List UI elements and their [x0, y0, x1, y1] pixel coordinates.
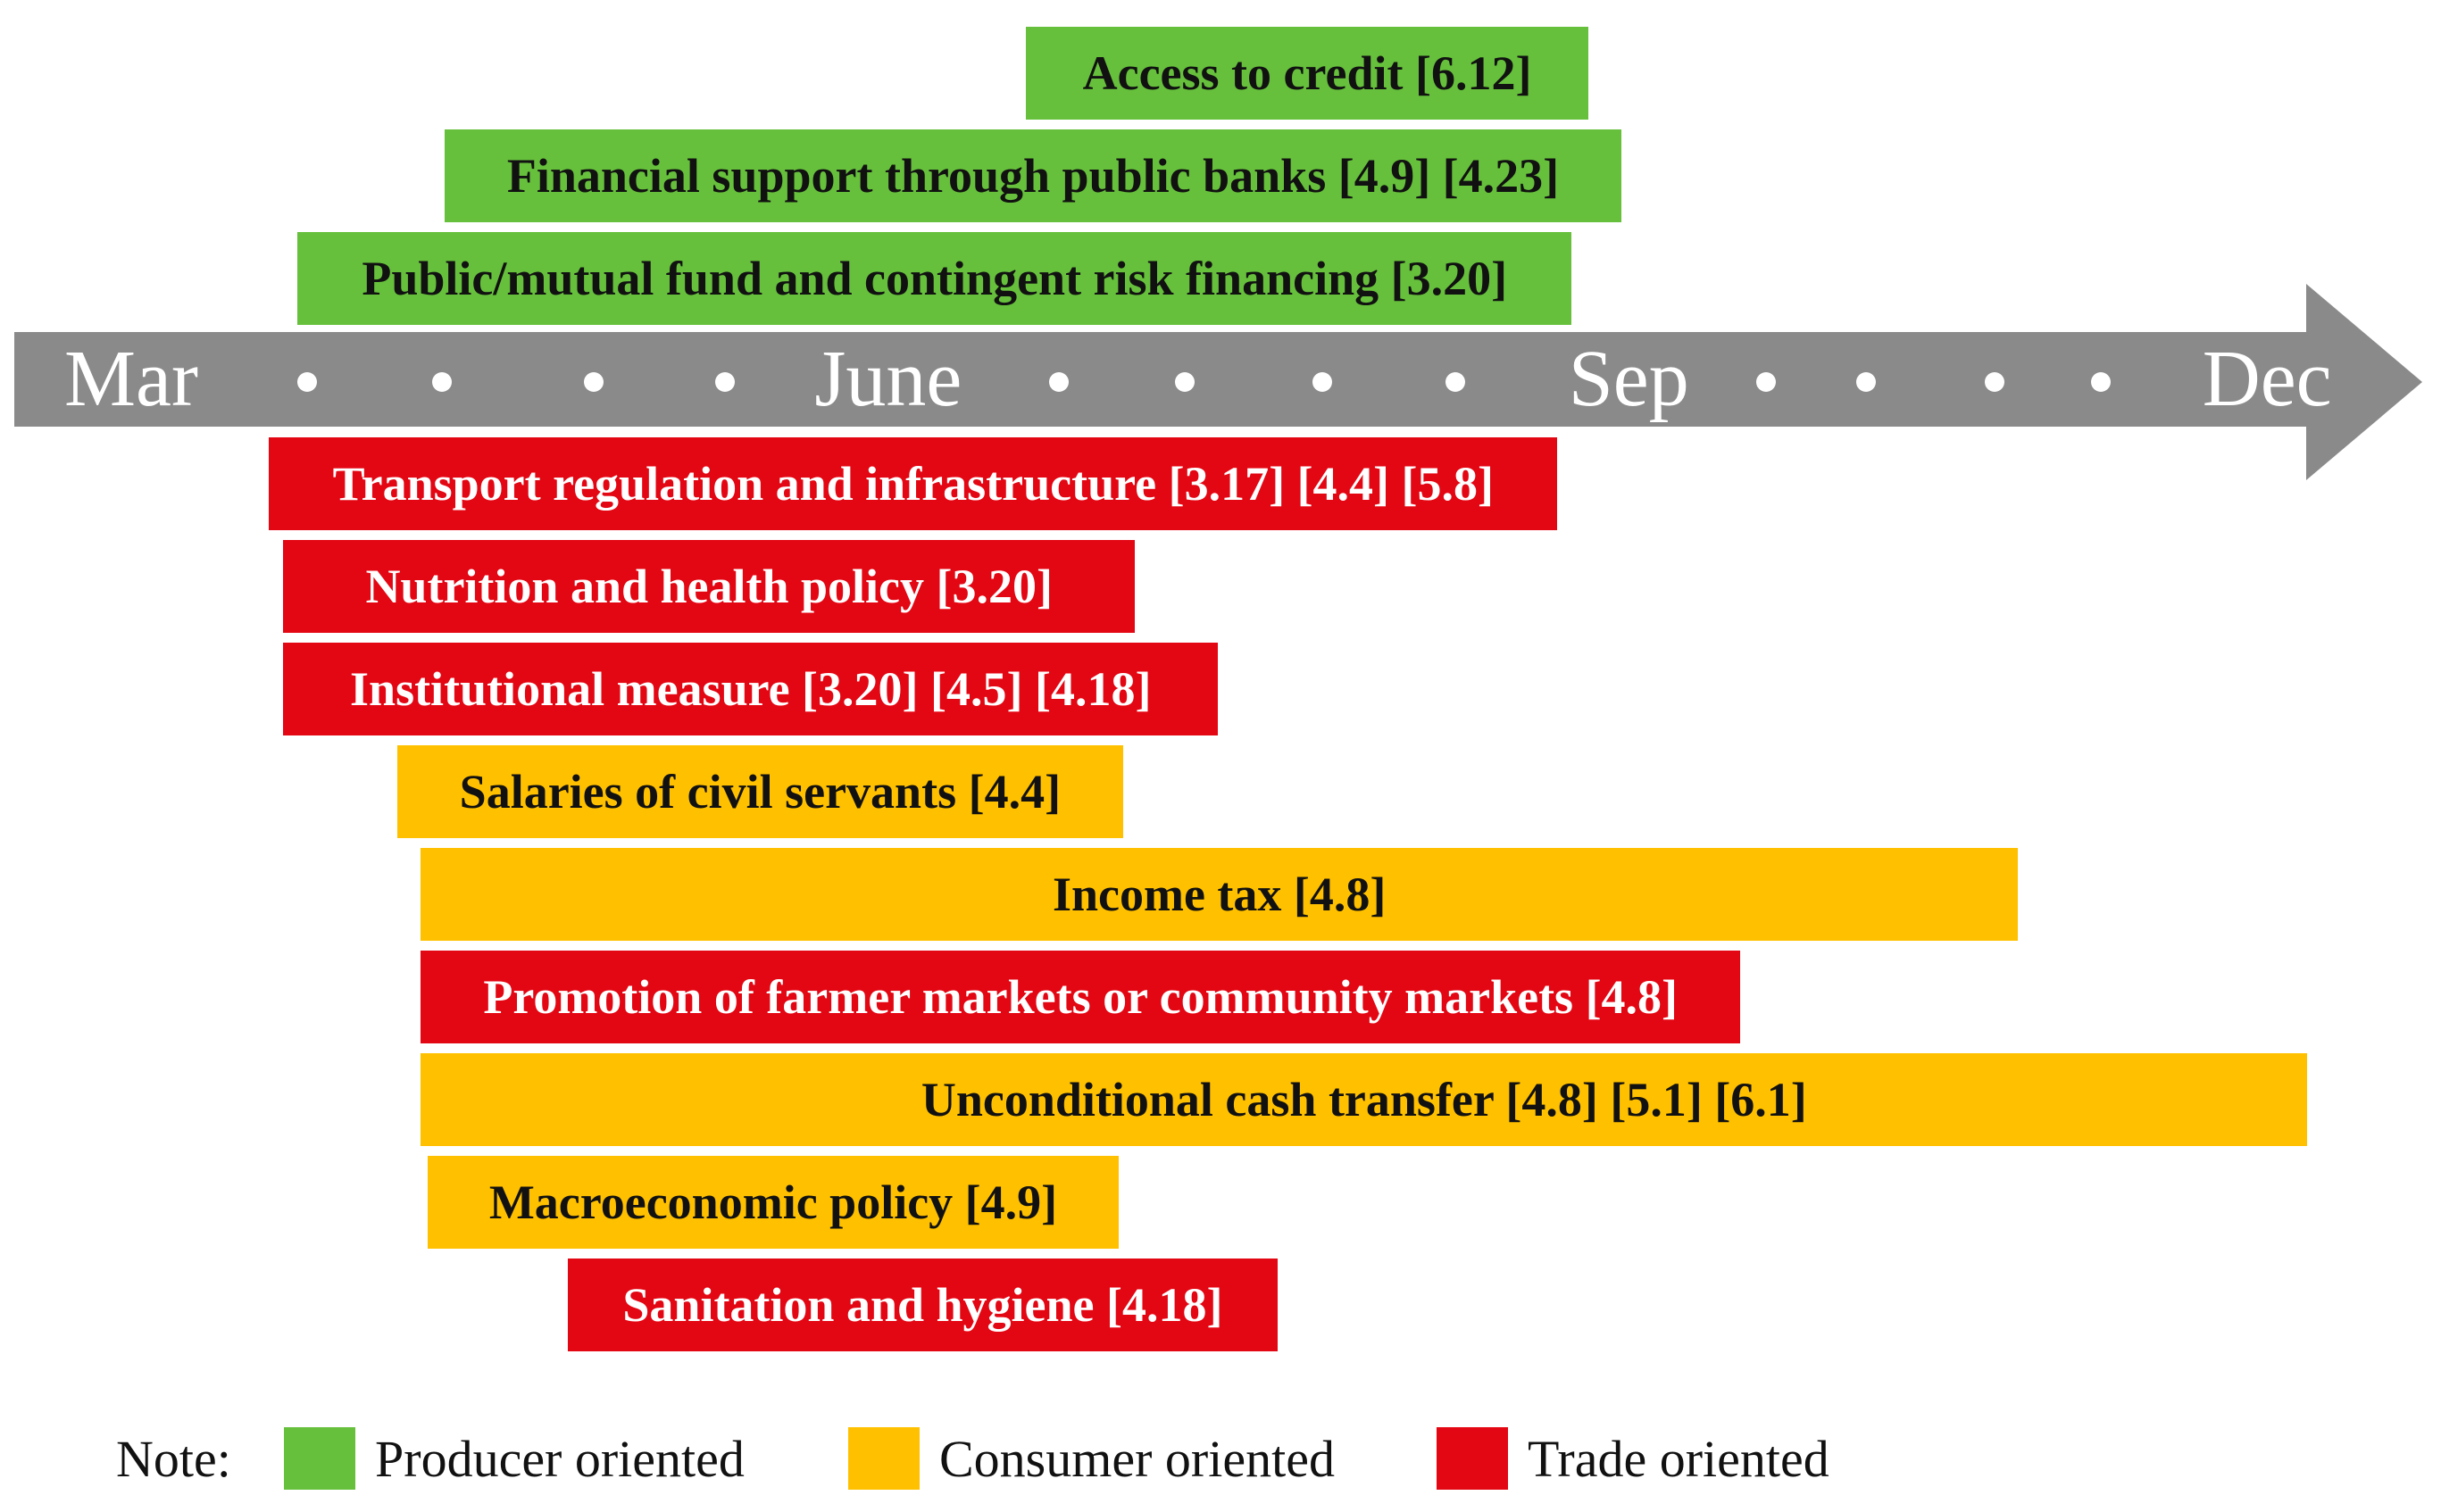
timeline-bar: Nutrition and health policy [3.20] — [283, 540, 1136, 633]
axis-dot-icon — [1049, 372, 1070, 392]
legend: Note: Producer oriented Consumer oriente… — [0, 1415, 2441, 1504]
axis-dot-icon — [714, 372, 735, 392]
timeline-bar: Macroeconomic policy [4.9] — [428, 1156, 1119, 1249]
trade-color-swatch — [1437, 1427, 1508, 1490]
timeline-bar: Financial support through public banks [… — [444, 129, 1622, 222]
axis-label-june: June — [814, 335, 962, 423]
timeline-bar: Salaries of civil servants [4.4] — [396, 745, 1124, 838]
axis-dot-icon — [432, 372, 453, 392]
axis-dot-icon — [1756, 372, 1777, 392]
legend-note-label: Note: — [116, 1430, 231, 1488]
legend-item-label: Trade oriented — [1528, 1430, 1829, 1488]
timeline-bar: Income tax [4.8] — [421, 848, 2019, 941]
axis-dot-icon — [2091, 372, 2112, 392]
axis-dot-icon — [296, 372, 317, 392]
timeline-bar: Promotion of farmer markets or community… — [421, 951, 1741, 1043]
axis-dot-icon — [1312, 372, 1333, 392]
axis-dot-icon — [1984, 372, 2004, 392]
timeline-bar: Unconditional cash transfer [4.8] [5.1] … — [421, 1053, 2308, 1146]
timeline-bar: Transport regulation and infrastructure … — [269, 437, 1558, 530]
consumer-color-swatch — [848, 1427, 920, 1490]
timeline-bar: Sanitation and hygiene [4.18] — [568, 1259, 1278, 1351]
axis-dot-icon — [1175, 372, 1196, 392]
axis-dot-icon — [1855, 372, 1876, 392]
axis-label-mar: Mar — [64, 335, 198, 423]
axis-dot-icon — [584, 372, 604, 392]
timeline-axis — [14, 332, 2306, 427]
axis-label-dec: Dec — [2202, 335, 2332, 423]
timeline-bar: Institutional measure [3.20] [4.5] [4.18… — [283, 643, 1219, 735]
legend-item-label: Consumer oriented — [939, 1430, 1335, 1488]
timeline-bar: Access to credit [6.12] — [1026, 27, 1588, 120]
producer-color-swatch — [284, 1427, 355, 1490]
axis-label-sep: Sep — [1568, 335, 1689, 423]
axis-dot-icon — [1445, 372, 1466, 392]
legend-item-label: Producer oriented — [375, 1430, 745, 1488]
timeline-bar: Public/mutual fund and contingent risk f… — [297, 232, 1572, 325]
timeline-arrowhead-icon — [2306, 284, 2422, 480]
